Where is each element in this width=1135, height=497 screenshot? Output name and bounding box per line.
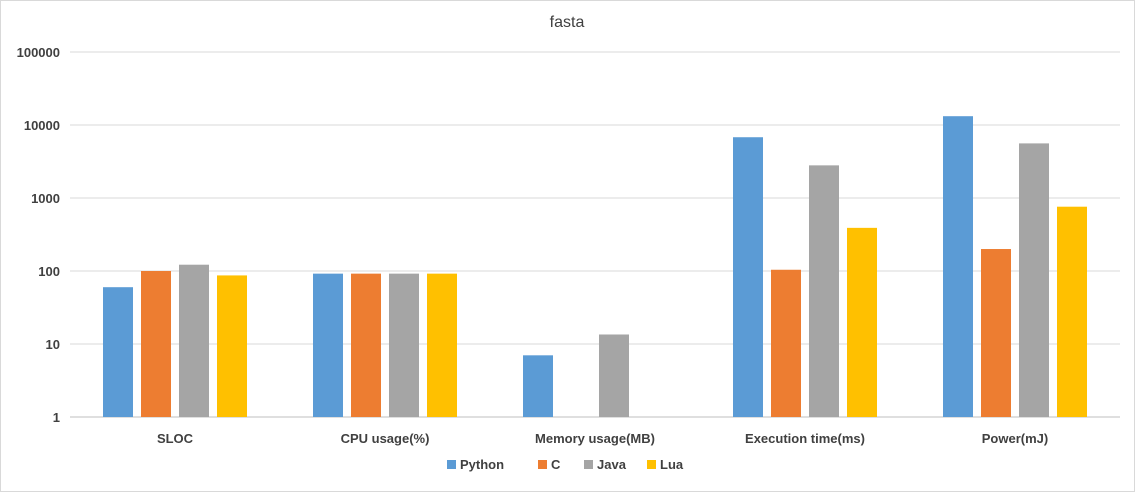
x-category-label: Execution time(ms) bbox=[745, 431, 865, 446]
legend-swatch-c bbox=[538, 460, 547, 469]
x-category-label: CPU usage(%) bbox=[341, 431, 430, 446]
bar-java-0 bbox=[179, 264, 209, 417]
bar-c-4 bbox=[981, 249, 1011, 417]
y-tick-label: 100 bbox=[38, 264, 60, 279]
bar-java-1 bbox=[389, 273, 419, 417]
bar-java-4 bbox=[1019, 143, 1049, 418]
bar-python-4 bbox=[943, 116, 973, 417]
bar-lua-3 bbox=[847, 227, 877, 417]
bar-lua-4 bbox=[1057, 206, 1087, 417]
y-tick-label: 100000 bbox=[17, 45, 60, 60]
bar-python-2 bbox=[523, 355, 553, 417]
bar-lua-0 bbox=[217, 275, 247, 417]
legend-label-python: Python bbox=[460, 457, 504, 472]
y-axis-ticks: 1 10 100 1000 10000 100000 bbox=[17, 45, 60, 425]
bar-c-0 bbox=[141, 271, 171, 417]
bar-lua-1 bbox=[427, 273, 457, 417]
x-category-label: SLOC bbox=[157, 431, 194, 446]
bar-python-3 bbox=[733, 137, 763, 417]
y-tick-label: 10 bbox=[46, 337, 60, 352]
y-tick-label: 1 bbox=[53, 410, 60, 425]
bar-python-0 bbox=[103, 287, 133, 417]
y-tick-label: 10000 bbox=[24, 118, 60, 133]
y-tick-label: 1000 bbox=[31, 191, 60, 206]
legend-label-c: C bbox=[551, 457, 561, 472]
legend: Python C Java Lua bbox=[447, 457, 684, 472]
legend-swatch-java bbox=[584, 460, 593, 469]
x-axis-categories: SLOC CPU usage(%) Memory usage(MB) Executio… bbox=[157, 431, 1048, 446]
x-category-label: Power(mJ) bbox=[982, 431, 1048, 446]
bar-java-3 bbox=[809, 165, 839, 417]
legend-label-java: Java bbox=[597, 457, 627, 472]
x-category-label: Memory usage(MB) bbox=[535, 431, 655, 446]
bar-java-2 bbox=[599, 334, 629, 417]
bar-c-1 bbox=[351, 273, 381, 417]
bar-python-1 bbox=[313, 273, 343, 417]
chart-title: fasta bbox=[550, 14, 585, 31]
legend-label-lua: Lua bbox=[660, 457, 684, 472]
legend-swatch-lua bbox=[647, 460, 656, 469]
bar-c-3 bbox=[771, 269, 801, 417]
bars bbox=[103, 116, 1087, 418]
legend-swatch-python bbox=[447, 460, 456, 469]
